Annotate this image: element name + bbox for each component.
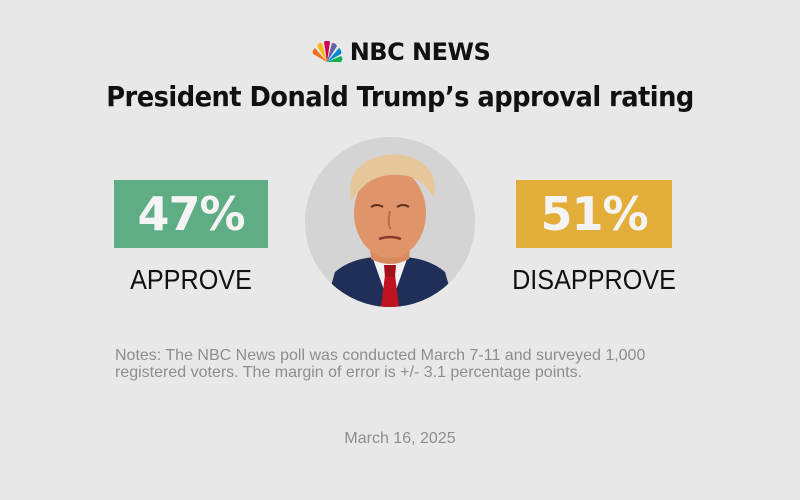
portrait-photo [305,137,475,307]
brand-name: NBC NEWS [349,38,491,66]
chart-title: President Donald Trump’s approval rating [106,80,694,113]
disapprove-value-box: 51% [516,180,672,248]
publish-date: March 16, 2025 [344,430,456,447]
notes-text: Notes: The NBC News poll was conducted M… [115,347,646,381]
approve-label: APPROVE [130,264,252,295]
brand-header: NBC NEWS [0,38,800,66]
portrait-illustration [305,137,475,307]
disapprove-label: DISAPPROVE [512,264,676,295]
approve-value-box: 47% [114,180,268,248]
nbc-peacock-icon [312,41,343,62]
